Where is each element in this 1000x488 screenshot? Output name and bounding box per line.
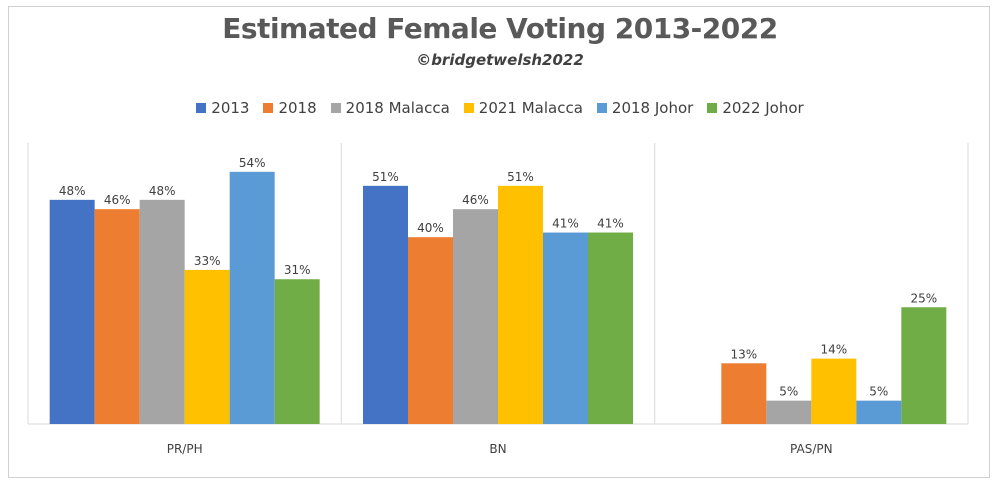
bar: [766, 400, 812, 424]
data-label: 40%: [417, 221, 444, 235]
category-label: BN: [489, 442, 506, 456]
data-label: 41%: [597, 217, 624, 231]
data-label: 14%: [820, 343, 847, 357]
bar: [588, 232, 633, 424]
bar: [184, 269, 230, 424]
chart-legend: 2013 2018 2018 Malacca 2021 Malacca 2018 Joh…: [0, 97, 1000, 119]
bar: [229, 171, 275, 424]
bar: [139, 199, 185, 424]
data-label: 13%: [730, 347, 757, 361]
legend-item: 2022 Johor: [707, 99, 804, 117]
legend-label: 2022 Johor: [722, 99, 804, 117]
legend-label: 2018 Johor: [611, 99, 694, 117]
legend-item: 2013: [196, 99, 249, 117]
data-label: 51%: [372, 170, 399, 184]
legend-swatch: [330, 103, 341, 113]
data-label: 48%: [59, 184, 86, 198]
bar: [363, 185, 408, 424]
legend-item: 2018: [263, 99, 317, 117]
data-label: 25%: [910, 291, 937, 305]
bar: [49, 199, 95, 424]
data-label: 46%: [104, 193, 131, 207]
data-label: 33%: [194, 254, 221, 268]
bar: [408, 237, 453, 424]
data-label: 5%: [869, 385, 888, 399]
chart-title: Estimated Female Voting 2013-2022: [222, 12, 778, 45]
bar: [811, 358, 857, 424]
data-label: 31%: [284, 263, 311, 277]
data-label: 46%: [462, 193, 489, 207]
legend-label: 2018 Malacca: [345, 99, 450, 117]
legend-swatch: [463, 103, 474, 113]
bar: [274, 279, 320, 424]
data-label: 51%: [507, 170, 534, 184]
bar: [721, 363, 767, 424]
legend-label: 2021 Malacca: [478, 99, 583, 117]
legend-item: 2018 Johor: [596, 99, 694, 117]
data-label: 41%: [552, 217, 579, 231]
chart-subtitle: ©bridgetwelsh2022: [416, 51, 584, 69]
category-label: PR/PH: [167, 442, 203, 456]
data-label: 54%: [239, 156, 266, 170]
legend-swatch: [263, 103, 274, 113]
bar: [901, 307, 947, 424]
data-label: 5%: [779, 385, 798, 399]
data-label: 48%: [149, 184, 176, 198]
legend-item: 2021 Malacca: [463, 99, 583, 117]
legend-item: 2018 Malacca: [330, 99, 450, 117]
bar: [453, 209, 498, 424]
bar: [498, 185, 543, 424]
legend-swatch: [596, 103, 607, 113]
category-label: PAS/PN: [790, 442, 833, 456]
bar: [856, 400, 902, 424]
bar: [543, 232, 588, 424]
legend-label: 2013: [211, 99, 250, 117]
legend-swatch: [707, 103, 718, 113]
legend-swatch: [196, 103, 207, 113]
bar: [94, 209, 140, 424]
legend-label: 2018: [278, 99, 317, 117]
